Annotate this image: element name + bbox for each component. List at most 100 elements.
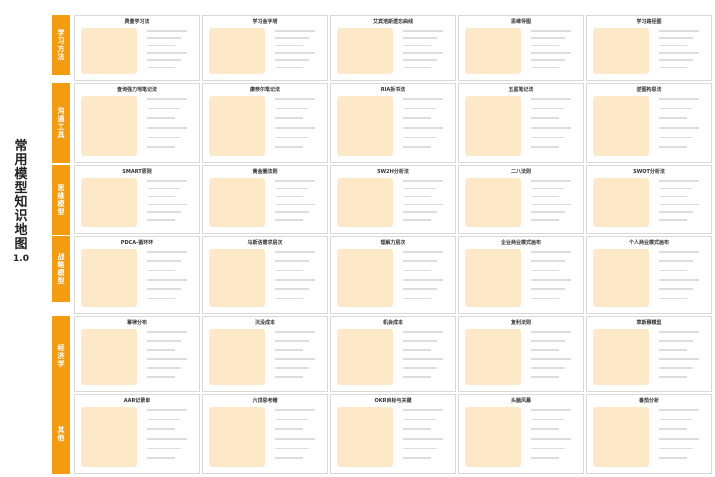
model-card[interactable]: 六顶思考帽 <box>202 394 328 474</box>
text-line <box>403 279 443 281</box>
model-card[interactable]: 逆图构思法 <box>586 83 712 163</box>
text-line <box>659 30 699 32</box>
text-line <box>659 269 687 272</box>
card-title: 康奈尔笔记法 <box>249 87 280 93</box>
title-char: 识 <box>14 209 28 224</box>
text-line <box>275 146 303 148</box>
model-card[interactable]: 查询强力地笔记法 <box>74 83 200 163</box>
model-card[interactable]: 理解力层次 <box>330 236 456 314</box>
text-line <box>403 127 443 129</box>
text-line <box>147 187 181 190</box>
text-line <box>147 260 181 262</box>
text-line <box>275 279 315 281</box>
text-line <box>659 203 699 205</box>
model-card[interactable]: 企业商业模式画布 <box>458 236 584 314</box>
text-line <box>147 30 187 32</box>
text-line <box>403 438 443 440</box>
model-card[interactable]: 头脑风暴 <box>458 394 584 474</box>
model-card[interactable]: 五星笔记法 <box>458 83 584 163</box>
text-line <box>531 211 565 213</box>
text-line <box>531 180 571 182</box>
card-title: 二八法则 <box>510 169 531 175</box>
model-card[interactable]: SWOT分析法 <box>586 165 712 234</box>
text-line <box>531 331 571 333</box>
model-card[interactable]: 艾宾浩斯遗忘曲线 <box>330 15 456 81</box>
text-line <box>275 438 315 440</box>
text-line <box>275 269 303 272</box>
model-card[interactable]: PDCA-循环环 <box>74 236 200 314</box>
card-figure <box>209 28 265 74</box>
model-card[interactable]: 学习路径图 <box>586 15 712 81</box>
text-line <box>531 418 565 421</box>
card-figure <box>593 178 649 227</box>
model-card[interactable]: 草斯穆模型 <box>586 316 712 392</box>
model-card[interactable]: 沉没成本 <box>202 316 328 392</box>
text-line <box>531 59 565 61</box>
text-line <box>275 37 309 39</box>
model-card[interactable]: 思维导图 <box>458 15 584 81</box>
model-card[interactable]: 马斯洛需求层次 <box>202 236 328 314</box>
card-figure <box>337 407 393 467</box>
text-line <box>531 376 559 378</box>
model-card[interactable]: OKR目标与关键 <box>330 394 456 474</box>
text-line <box>531 117 559 119</box>
model-card[interactable]: 费曼学习法 <box>74 15 200 81</box>
card-title: 查询强力地笔记法 <box>116 87 157 93</box>
text-line <box>531 107 565 110</box>
text-line <box>403 409 443 411</box>
text-line <box>531 52 571 54</box>
card-figure <box>81 178 137 227</box>
model-card[interactable]: 5W2H分析法 <box>330 165 456 234</box>
text-line <box>659 349 687 351</box>
card-figure <box>465 178 521 227</box>
text-line <box>659 44 687 47</box>
text-line <box>147 288 181 290</box>
text-line <box>531 203 571 205</box>
text-line <box>403 117 431 119</box>
text-line <box>147 219 175 221</box>
model-card[interactable]: 黄金圈法则 <box>202 165 328 234</box>
model-card[interactable]: 番茄分析 <box>586 394 712 474</box>
card-title: 5W2H分析法 <box>377 169 409 175</box>
text-line <box>531 219 559 221</box>
model-card[interactable]: 复利法则 <box>458 316 584 392</box>
text-line <box>531 367 565 369</box>
text-line <box>659 251 699 253</box>
text-line <box>403 59 437 61</box>
text-line <box>403 340 437 342</box>
card-title: 六顶思考帽 <box>252 398 278 404</box>
text-line <box>147 180 187 182</box>
text-line <box>275 340 309 342</box>
text-line <box>147 127 187 129</box>
text-line <box>275 260 309 262</box>
text-line <box>531 260 565 262</box>
model-card[interactable]: AAR记录单 <box>74 394 200 474</box>
card-figure <box>465 96 521 156</box>
card-figure <box>81 249 137 307</box>
card-title: 个人商业模式画布 <box>628 240 669 246</box>
text-line <box>531 44 559 47</box>
text-line <box>403 52 443 54</box>
model-card[interactable]: SMART原则 <box>74 165 200 234</box>
text-line <box>147 195 175 198</box>
text-line <box>659 211 693 213</box>
card-title: 理解力层次 <box>380 240 406 246</box>
text-line <box>147 66 175 69</box>
model-card[interactable]: 学习金字塔 <box>202 15 328 81</box>
text-line <box>659 367 693 369</box>
card-title: 番茄分析 <box>638 398 659 404</box>
text-line <box>147 349 175 351</box>
text-line <box>147 409 187 411</box>
model-card[interactable]: 二八法则 <box>458 165 584 234</box>
model-card[interactable]: 康奈尔笔记法 <box>202 83 328 163</box>
text-line <box>531 146 559 148</box>
text-line <box>275 66 303 69</box>
model-card[interactable]: 幂律分布 <box>74 316 200 392</box>
text-line <box>659 260 693 262</box>
model-card[interactable]: 机会成本 <box>330 316 456 392</box>
text-line <box>403 358 443 360</box>
model-card[interactable]: 个人商业模式画布 <box>586 236 712 314</box>
text-line <box>659 107 693 110</box>
text-line <box>275 211 309 213</box>
model-card[interactable]: RIA拆书法 <box>330 83 456 163</box>
